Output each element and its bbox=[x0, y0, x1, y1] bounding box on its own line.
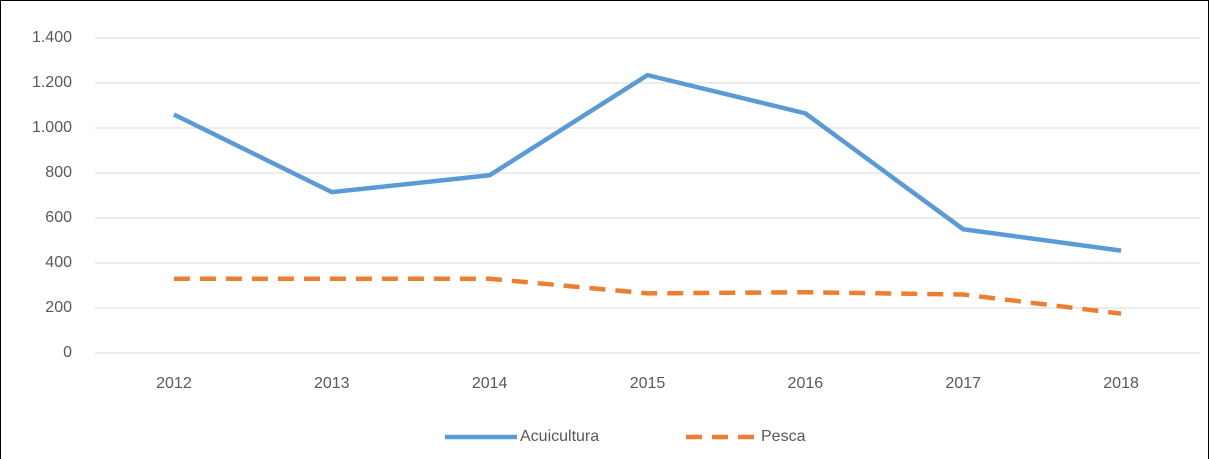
x-tick-label: 2018 bbox=[1103, 375, 1139, 392]
series-line bbox=[172, 72, 1122, 253]
y-tick-label: 1.400 bbox=[32, 29, 72, 46]
series-line bbox=[173, 276, 1122, 316]
x-tick-label: 2014 bbox=[472, 375, 508, 392]
legend-label: Pesca bbox=[761, 428, 806, 445]
y-tick-label: 600 bbox=[45, 209, 72, 226]
x-tick-label: 2017 bbox=[945, 375, 981, 392]
y-tick-label: 1.000 bbox=[32, 119, 72, 136]
x-tick-label: 2016 bbox=[788, 375, 824, 392]
x-tick-label: 2013 bbox=[314, 375, 350, 392]
y-tick-label: 0 bbox=[63, 344, 72, 361]
legend-label: Acuicultura bbox=[520, 428, 599, 445]
x-tick-label: 2012 bbox=[156, 375, 192, 392]
y-tick-label: 1.200 bbox=[32, 74, 72, 91]
y-tick-label: 200 bbox=[45, 299, 72, 316]
x-tick-label: 2015 bbox=[630, 375, 666, 392]
y-tick-label: 800 bbox=[45, 164, 72, 181]
y-tick-label: 400 bbox=[45, 254, 72, 271]
